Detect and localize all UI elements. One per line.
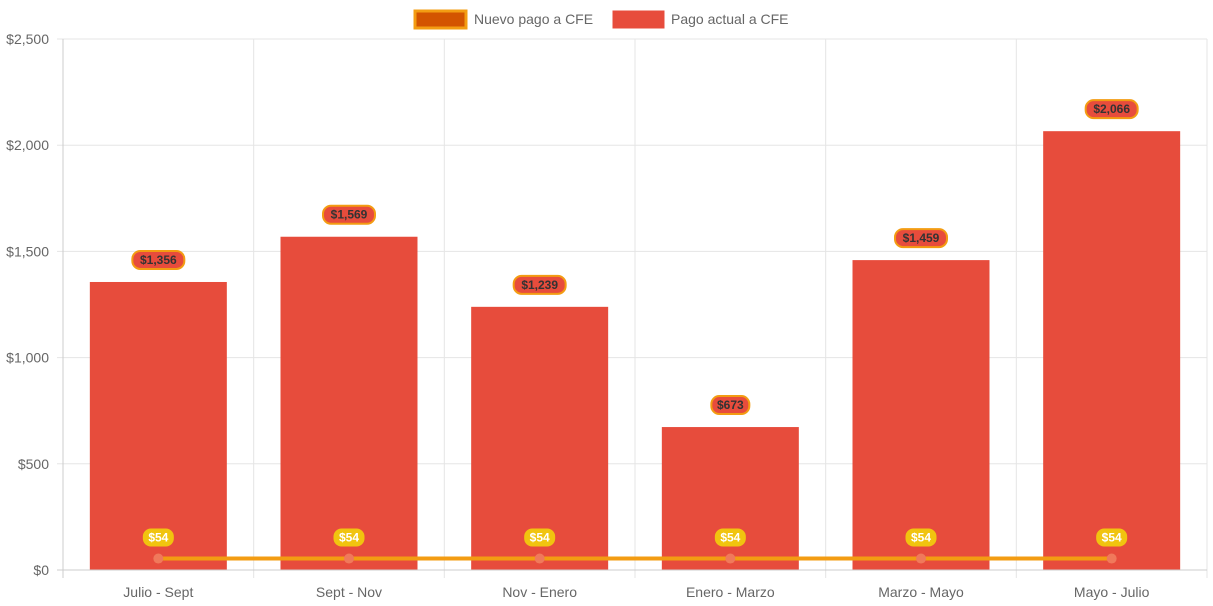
bar-data-label: $1,459 xyxy=(903,231,940,245)
legend-item-nuevo-pago[interactable]: Nuevo pago a CFE xyxy=(413,9,593,30)
line-series xyxy=(153,553,1117,564)
line-data-label: $54 xyxy=(530,531,550,545)
bar-data-label-box xyxy=(1084,99,1139,120)
line-data-label: $54 xyxy=(148,531,168,545)
legend-label-pago-actual: Pago actual a CFE xyxy=(671,11,789,27)
y-tick-label: $1,500 xyxy=(6,243,49,259)
legend: Nuevo pago a CFE Pago actual a CFE xyxy=(413,9,789,30)
bar xyxy=(1043,131,1181,571)
line-data-label: $54 xyxy=(1102,531,1122,545)
y-tick-label: $2,500 xyxy=(6,31,49,47)
grid xyxy=(57,38,1208,578)
x-tick-label: Marzo - Mayo xyxy=(878,584,964,600)
line-data-label: $54 xyxy=(720,531,740,545)
legend-item-pago-actual[interactable]: Pago actual a CFE xyxy=(612,10,789,29)
bar-data-label: $1,239 xyxy=(521,278,558,292)
bar-data-label-box xyxy=(894,228,948,249)
bar xyxy=(280,236,418,571)
bar-data-label-box xyxy=(322,204,376,225)
line-point xyxy=(916,553,926,564)
line-point xyxy=(725,553,736,564)
line-data-label-box xyxy=(524,528,556,547)
bar-data-label: $2,066 xyxy=(1093,102,1130,116)
y-tick-label: $500 xyxy=(18,456,49,472)
bar xyxy=(661,427,799,570)
x-tick-label: Sept - Nov xyxy=(316,584,382,600)
line-data-label: $54 xyxy=(339,531,359,545)
bar-data-label-box xyxy=(131,249,186,270)
line-data-label-box xyxy=(1096,528,1128,547)
y-tick-label: $1,000 xyxy=(6,350,49,366)
data-labels: $1,356 $1,569 $1,239 $673 $1,459 $2,066 $54 $54… xyxy=(131,99,1139,547)
bar-data-label: $1,569 xyxy=(331,208,368,222)
bar-data-label: $1,356 xyxy=(140,253,177,267)
legend-label-nuevo-pago: Nuevo pago a CFE xyxy=(474,11,593,27)
x-tick-label: Nov - Enero xyxy=(502,584,577,600)
line-point xyxy=(1106,553,1117,564)
bar xyxy=(471,306,609,570)
y-tick-label: $0 xyxy=(33,562,49,578)
line-point xyxy=(153,553,164,564)
line-data-label: $54 xyxy=(911,531,931,545)
legend-swatch-nuevo-pago xyxy=(413,9,468,30)
bar-data-label-box xyxy=(710,395,751,416)
line-data-label-box xyxy=(714,528,746,547)
bar-data-label: $673 xyxy=(717,398,744,412)
x-tick-label: Mayo - Julio xyxy=(1074,584,1150,600)
legend-swatch-pago-actual xyxy=(612,10,665,29)
bar xyxy=(89,281,227,570)
line-data-label-box xyxy=(905,528,937,547)
line-point xyxy=(344,553,354,564)
line-point xyxy=(534,553,545,564)
y-tick-label: $2,000 xyxy=(6,137,49,153)
bar xyxy=(852,260,990,570)
x-tick-label: Enero - Marzo xyxy=(686,584,775,600)
line-data-label-box xyxy=(333,528,365,547)
axes: $0 $500 $1,000 $1,500 $2,000 $2,500 Julio - Se… xyxy=(6,31,1207,600)
line-data-label-box xyxy=(142,528,174,547)
bar-series xyxy=(89,131,1181,571)
x-tick-label: Julio - Sept xyxy=(123,584,193,600)
bar-data-label-box xyxy=(512,274,567,295)
